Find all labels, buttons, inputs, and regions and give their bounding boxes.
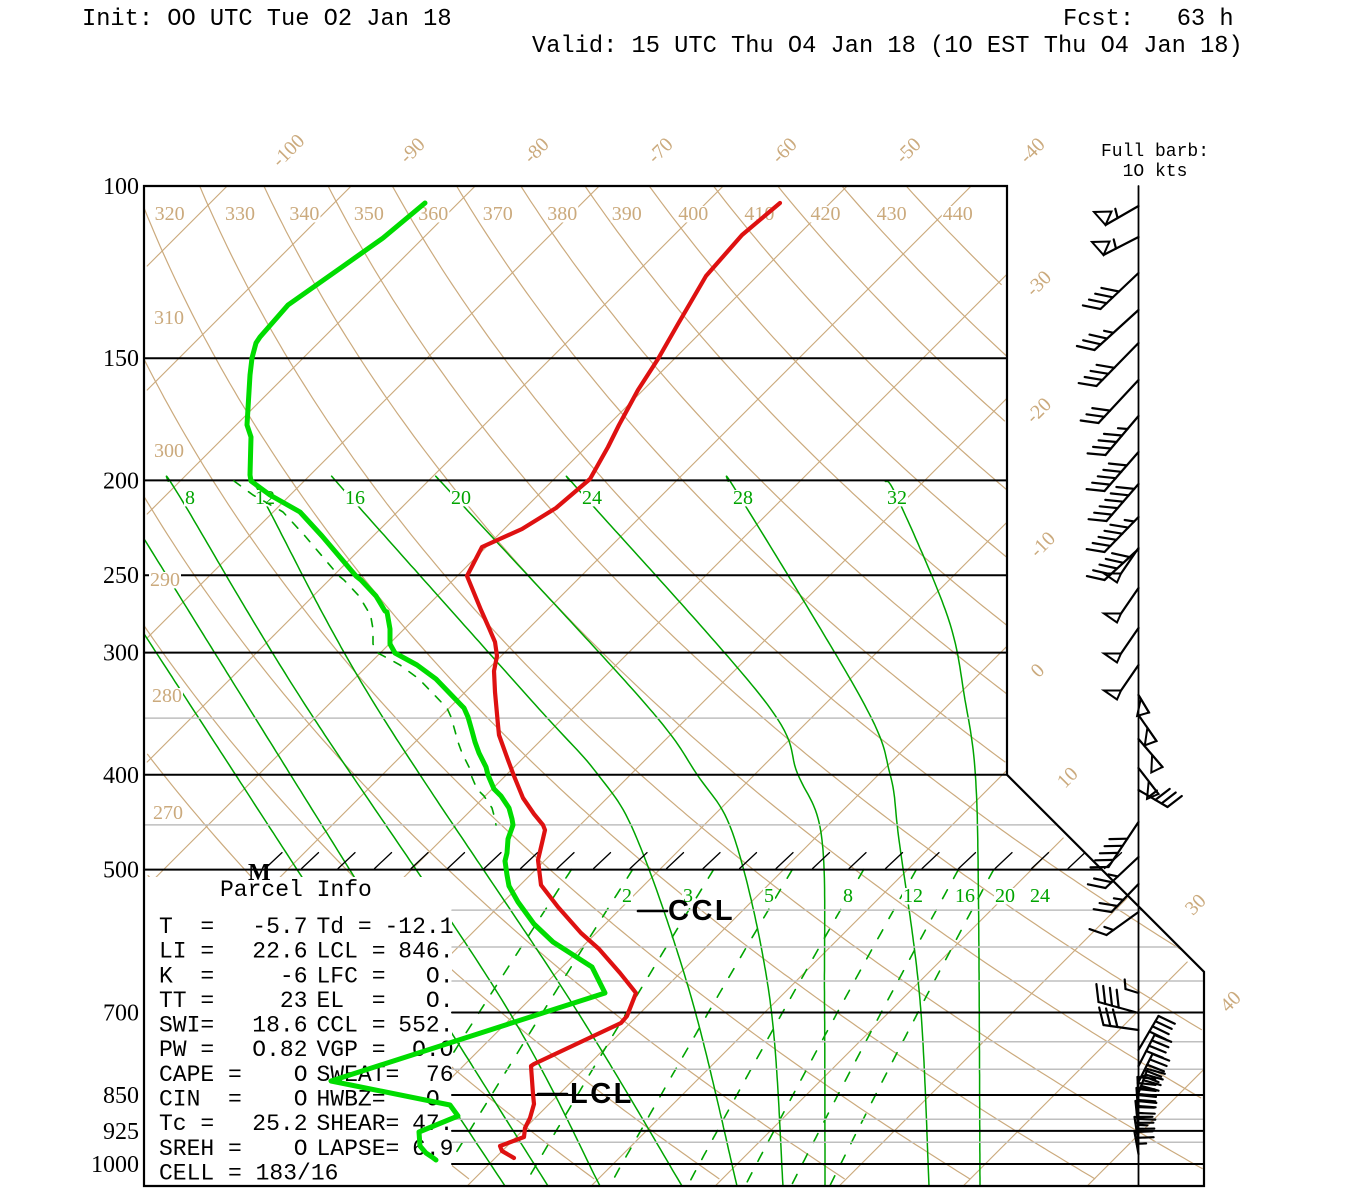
svg-text:Tc =: Tc = xyxy=(159,1111,214,1137)
svg-text:CCL: CCL xyxy=(668,895,735,927)
svg-text:410: 410 xyxy=(744,203,774,225)
svg-text:925: 925 xyxy=(103,1119,139,1145)
svg-text:846.: 846. xyxy=(398,939,453,965)
svg-text:350: 350 xyxy=(354,203,384,225)
svg-text:O: O xyxy=(294,1087,308,1113)
svg-text:O.: O. xyxy=(426,988,454,1014)
svg-text:18.6: 18.6 xyxy=(252,1013,307,1039)
svg-text:430: 430 xyxy=(877,203,907,225)
svg-text:O.82: O.82 xyxy=(252,1037,307,1063)
svg-text:250: 250 xyxy=(103,563,139,589)
svg-text:Full barb:: Full barb: xyxy=(1101,142,1209,162)
svg-text:500: 500 xyxy=(103,858,139,884)
svg-text:-5.7: -5.7 xyxy=(252,914,307,940)
svg-text:Parcel Info: Parcel Info xyxy=(220,877,372,903)
svg-text:850: 850 xyxy=(103,1083,139,1109)
svg-text:340: 340 xyxy=(289,203,319,225)
svg-text:-12.1: -12.1 xyxy=(384,914,453,940)
svg-text:Fcst: 63 h: Fcst: 63 h xyxy=(1063,6,1234,33)
svg-text:150: 150 xyxy=(103,346,139,372)
svg-text:23: 23 xyxy=(280,988,308,1014)
svg-text:CELL = 183/16: CELL = 183/16 xyxy=(159,1161,338,1187)
svg-text:270: 270 xyxy=(153,802,183,824)
svg-text:28: 28 xyxy=(733,487,753,509)
svg-text:390: 390 xyxy=(612,203,642,225)
svg-text:8: 8 xyxy=(185,487,195,509)
svg-text:32: 32 xyxy=(887,487,907,509)
svg-text:12: 12 xyxy=(903,885,923,907)
svg-text:100: 100 xyxy=(103,174,139,200)
svg-text:552.: 552. xyxy=(398,1013,453,1039)
svg-text:420: 420 xyxy=(811,203,841,225)
svg-text:20: 20 xyxy=(995,885,1015,907)
svg-text:280: 280 xyxy=(152,685,182,707)
svg-text:LCL: LCL xyxy=(570,1078,634,1110)
svg-text:EL =: EL = xyxy=(317,988,386,1014)
svg-text:Td =: Td = xyxy=(317,914,372,940)
svg-text:22.6: 22.6 xyxy=(252,939,307,965)
svg-text:16: 16 xyxy=(955,885,975,907)
svg-text:400: 400 xyxy=(103,763,139,789)
svg-text:TT =: TT = xyxy=(159,988,214,1014)
svg-text:360: 360 xyxy=(418,203,448,225)
svg-text:Valid: 15 UTC Thu O4 Jan 18 (1: Valid: 15 UTC Thu O4 Jan 18 (1O EST Thu … xyxy=(532,33,1243,60)
svg-text:PW =: PW = xyxy=(159,1037,214,1063)
svg-text:1000: 1000 xyxy=(91,1152,139,1178)
svg-text:SREH =: SREH = xyxy=(159,1136,242,1162)
svg-text:O: O xyxy=(294,1062,308,1088)
svg-text:K =: K = xyxy=(159,963,214,989)
svg-text:400: 400 xyxy=(678,203,708,225)
svg-text:24: 24 xyxy=(582,487,602,509)
svg-text:440: 440 xyxy=(943,203,973,225)
svg-text:330: 330 xyxy=(225,203,255,225)
svg-text:25.2: 25.2 xyxy=(252,1111,307,1137)
svg-text:LCL =: LCL = xyxy=(317,939,386,965)
svg-text:CCL =: CCL = xyxy=(317,1013,386,1039)
svg-text:CIN =: CIN = xyxy=(159,1087,242,1113)
svg-text:1O kts: 1O kts xyxy=(1123,162,1188,182)
svg-text:8: 8 xyxy=(843,885,853,907)
svg-text:O: O xyxy=(294,1136,308,1162)
svg-text:300: 300 xyxy=(154,440,184,462)
svg-text:200: 200 xyxy=(103,468,139,494)
svg-text:3: 3 xyxy=(683,885,693,907)
svg-text:LFC =: LFC = xyxy=(317,963,386,989)
svg-text:370: 370 xyxy=(483,203,513,225)
svg-text:24: 24 xyxy=(1030,885,1050,907)
svg-text:VGP =: VGP = xyxy=(317,1037,386,1063)
svg-text:CAPE =: CAPE = xyxy=(159,1062,242,1088)
svg-text:LI =: LI = xyxy=(159,939,214,965)
svg-text:-6: -6 xyxy=(280,963,308,989)
svg-text:16: 16 xyxy=(345,487,365,509)
svg-text:5: 5 xyxy=(764,885,774,907)
svg-text:Init: OO UTC Tue O2 Jan 18: Init: OO UTC Tue O2 Jan 18 xyxy=(82,6,452,33)
svg-text:O.: O. xyxy=(426,963,454,989)
svg-text:310: 310 xyxy=(154,307,184,329)
svg-text:320: 320 xyxy=(155,203,185,225)
svg-text:700: 700 xyxy=(103,1001,139,1027)
svg-text:76: 76 xyxy=(426,1062,454,1088)
svg-text:LAPSE=: LAPSE= xyxy=(317,1136,400,1162)
svg-text:2: 2 xyxy=(622,885,632,907)
svg-text:300: 300 xyxy=(103,641,139,667)
svg-text:20: 20 xyxy=(451,487,471,509)
svg-text:SWI=: SWI= xyxy=(159,1013,214,1039)
svg-text:380: 380 xyxy=(547,203,577,225)
svg-text:290: 290 xyxy=(150,569,180,591)
svg-text:T =: T = xyxy=(159,914,214,940)
svg-text:M: M xyxy=(248,860,271,886)
svg-text:SHEAR=: SHEAR= xyxy=(317,1111,400,1137)
